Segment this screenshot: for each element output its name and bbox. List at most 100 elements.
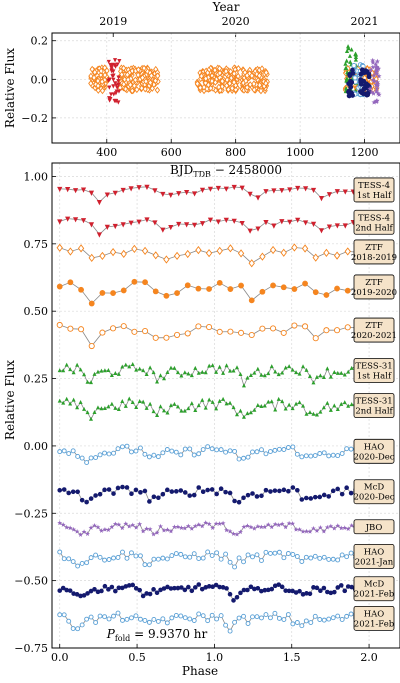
series-point [168,403,173,408]
top-data-point [346,93,352,99]
series-point [84,499,89,505]
series-point [67,588,73,593]
series-point [186,584,191,590]
series-point [283,524,289,530]
series-point [223,551,229,557]
series-point [280,399,285,404]
top-data-point [374,85,380,91]
series-point [344,485,349,490]
top-data-point [229,84,235,92]
series-point [184,330,191,337]
series-point [75,453,81,459]
series-point [137,366,142,371]
series-point [142,562,148,568]
series-point [140,593,146,599]
series-point [99,251,106,261]
series-point [151,556,157,562]
series-point [349,402,354,407]
series-point [299,454,305,460]
series-point [66,451,72,456]
series-point [213,521,219,526]
series-point [277,488,282,494]
series-point [112,223,118,230]
series-point [287,219,293,225]
series-point [234,531,240,537]
series-point [75,626,81,632]
bottom-y-axis-label: Relative Flux [3,360,17,440]
series-point [255,366,260,371]
series-point [273,369,278,374]
top-data-point [343,61,348,66]
series-point [165,370,170,375]
series-point [228,400,233,405]
bottom-x-tick-label: 2.0 [360,651,378,664]
series-point [147,499,152,504]
series-point [342,372,347,377]
top-data-point [119,71,125,79]
series-point [189,588,195,594]
top-data-point [219,77,225,85]
series-point [263,487,269,493]
series-point [88,555,94,561]
series-point [129,550,134,556]
top-data-point [194,80,201,88]
series-point [200,489,206,494]
series-point [134,367,139,372]
series-point [141,399,146,404]
top-data-point [351,63,357,69]
series-point [61,556,67,562]
series-point [348,550,354,556]
series-point [227,328,234,335]
series-point [106,557,112,562]
badge-text: HAO [364,609,385,619]
series-point [344,554,350,560]
top-data-point [88,79,94,87]
top-data-point [139,74,146,82]
series-point [303,453,309,459]
badge-text: ZTF [365,278,383,288]
series-point [317,555,323,561]
series-point [276,582,281,587]
series-point [82,406,87,411]
top-data-point [216,83,222,91]
series-point [330,488,336,494]
series-point [106,451,112,457]
series-point [80,218,87,224]
series-point [272,521,278,527]
top-data-point [375,65,382,71]
series-point [254,614,260,620]
series-point [280,370,285,375]
badge-box [353,317,395,343]
series-point [259,447,264,453]
bottom-plot-frame [51,162,400,649]
series-point [152,220,158,226]
series-point [200,369,205,374]
series-point [185,523,191,529]
top-data-point [369,89,375,95]
series-point [245,492,251,498]
series-point [325,400,330,405]
top-data-point [343,65,348,71]
series-point [216,246,223,255]
badge-text: JBO [365,523,383,533]
top-data-point [349,47,354,52]
top-data-point [116,100,121,105]
series-point [184,282,191,289]
series-point [339,552,345,558]
top-data-point [370,57,376,63]
series-point [128,220,134,226]
top-data-point [110,74,115,79]
series-point [57,368,62,373]
series-point [67,525,73,531]
top-data-point [223,67,229,75]
series-point [259,404,264,409]
series-point [224,363,229,368]
top-data-point [112,58,118,63]
series-point [176,191,182,197]
series-point [232,564,238,570]
series-point [131,328,138,335]
series-point [270,282,276,289]
series-point [123,362,128,367]
series-point [223,449,229,455]
